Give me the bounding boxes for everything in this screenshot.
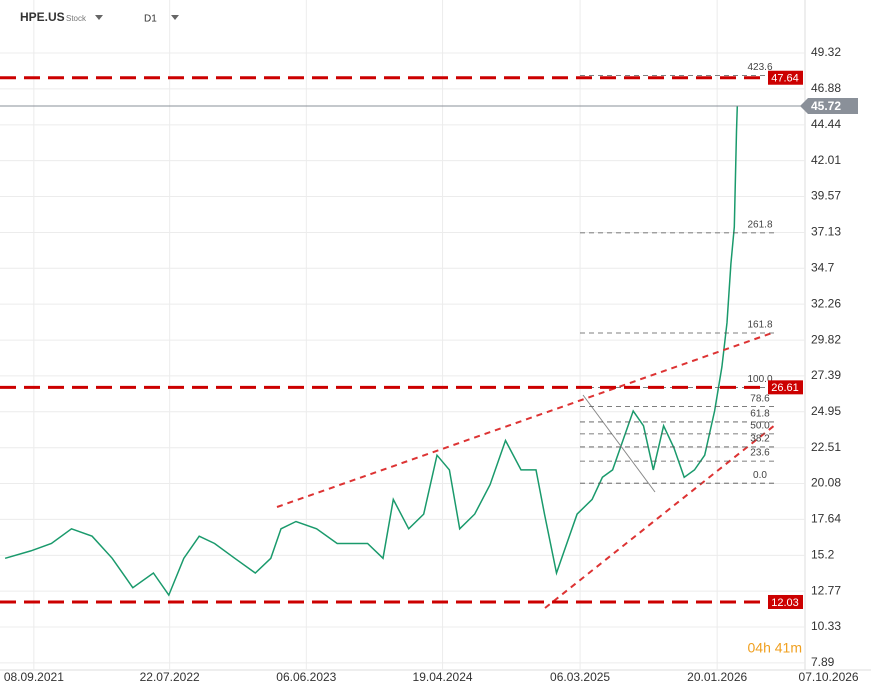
current-price-tag: [800, 97, 858, 114]
x-tick-label: 20.01.2026: [687, 670, 747, 684]
y-tick-label: 17.64: [811, 512, 841, 526]
timeframe[interactable]: D1: [144, 14, 157, 25]
y-tick-label: 22.51: [811, 440, 841, 454]
y-tick-label: 39.57: [811, 189, 841, 203]
fib-label: 78.6: [750, 393, 770, 404]
fib-label: 161.8: [747, 320, 772, 331]
symbol: HPE.US: [20, 10, 65, 24]
countdown: 04h 41m: [748, 640, 802, 656]
y-tick-label: 20.08: [811, 476, 841, 490]
trend-line: [544, 424, 776, 609]
x-tick-label: 07.10.2026: [799, 670, 859, 684]
level-tag: [768, 380, 803, 395]
trend-line: [276, 331, 776, 508]
dropdown-icon[interactable]: [171, 15, 179, 20]
y-tick-label: 12.77: [811, 583, 841, 597]
y-tick-label: 10.33: [811, 619, 841, 633]
x-tick-label: 08.09.2021: [4, 670, 64, 684]
fib-label: 100.0: [747, 374, 772, 385]
y-tick-label: 42.01: [811, 153, 841, 167]
y-tick-label: 15.2: [811, 547, 835, 561]
y-tick-label: 37.13: [811, 225, 841, 239]
y-tick-label: 27.39: [811, 368, 841, 382]
y-tick-label: 24.95: [811, 404, 841, 418]
level-tag: [768, 594, 803, 609]
x-tick-label: 19.04.2024: [413, 670, 473, 684]
x-tick-label: 06.03.2025: [550, 670, 610, 684]
fib-label: 261.8: [747, 220, 772, 231]
fib-anchor-line: [582, 394, 656, 493]
y-tick-label: 49.32: [811, 45, 841, 59]
level-label: 12.03: [771, 597, 799, 609]
fib-label: 0.0: [753, 470, 767, 481]
fib-label: 61.8: [750, 409, 770, 420]
fib-label: 50.0: [750, 420, 770, 431]
plot: [4, 105, 739, 597]
overlay: 423.6 261.8 161.8 100.0 78.6 61.850.0 38.2 23.6…: [0, 62, 858, 609]
level-label: 47.64: [771, 73, 799, 85]
level-tag: [768, 70, 803, 85]
asset-type: Stock: [66, 14, 87, 23]
current-price-label: 45.72: [811, 99, 841, 113]
fib-label: 38.2: [750, 434, 770, 445]
price-line: [4, 105, 739, 597]
level-label: 26.61: [771, 382, 799, 394]
y-tick-label: 46.88: [811, 81, 841, 95]
grid: 49.32 46.88 44.44 42.01 39.57 37.13 34.7 32.26 2…: [0, 0, 859, 684]
dropdown-icon[interactable]: [95, 15, 103, 20]
y-tick-label: 29.82: [811, 332, 841, 346]
y-tick-label: 44.44: [811, 117, 841, 131]
x-tick-label: 22.07.2022: [140, 670, 200, 684]
x-tick-label: 06.06.2023: [276, 670, 336, 684]
fib-label: 23.6: [750, 448, 770, 459]
y-tick-label: 32.26: [811, 296, 841, 310]
y-tick-label: 34.7: [811, 260, 835, 274]
y-tick-label: 7.89: [811, 655, 835, 669]
fib-label: 423.6: [747, 62, 772, 73]
